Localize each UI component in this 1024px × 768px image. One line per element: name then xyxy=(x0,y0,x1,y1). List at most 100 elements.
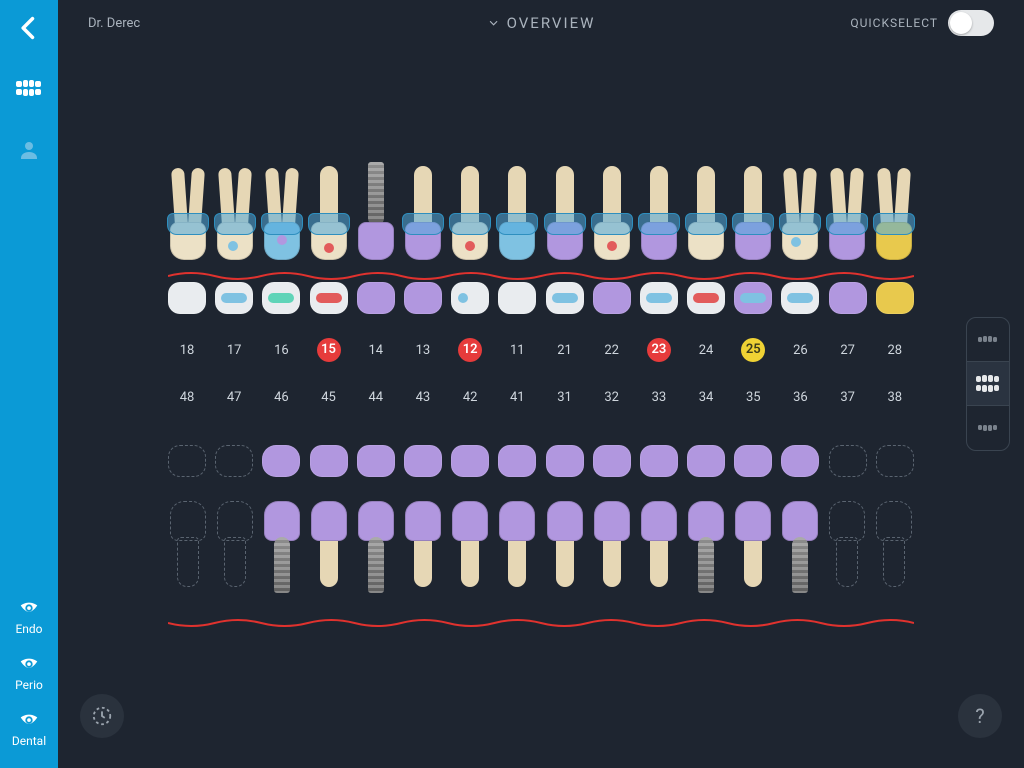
back-button[interactable] xyxy=(9,8,49,48)
tooth-21[interactable] xyxy=(545,166,585,260)
view-lower-icon[interactable] xyxy=(967,406,1009,450)
occlusal-18[interactable] xyxy=(168,282,206,314)
occlusal-45[interactable] xyxy=(310,445,348,477)
view-both-icon[interactable] xyxy=(967,362,1009,406)
tooth-15[interactable] xyxy=(309,166,349,260)
occlusal-38[interactable] xyxy=(876,445,914,477)
tooth-11[interactable] xyxy=(497,166,537,260)
tooth-31[interactable] xyxy=(545,501,585,587)
occlusal-36[interactable] xyxy=(781,445,819,477)
tooth-43[interactable] xyxy=(403,501,443,587)
occlusal-31[interactable] xyxy=(546,445,584,477)
tooth-16[interactable] xyxy=(262,166,302,260)
tooth-22[interactable] xyxy=(592,166,632,260)
tooth-number-27[interactable]: 27 xyxy=(829,343,867,358)
overview-dropdown[interactable]: OVERVIEW xyxy=(487,14,596,32)
patient-nav-icon[interactable] xyxy=(9,130,49,170)
occlusal-27[interactable] xyxy=(829,282,867,314)
tooth-number-43[interactable]: 43 xyxy=(404,390,442,405)
endo-tool[interactable]: Endo xyxy=(15,598,42,636)
tooth-18[interactable] xyxy=(168,166,208,260)
occlusal-11[interactable] xyxy=(498,282,536,314)
occlusal-12[interactable] xyxy=(451,282,489,314)
history-button[interactable] xyxy=(80,694,124,738)
tooth-number-31[interactable]: 31 xyxy=(546,390,584,405)
tooth-27[interactable] xyxy=(827,166,867,260)
view-upper-icon[interactable] xyxy=(967,318,1009,362)
tooth-14[interactable] xyxy=(356,162,396,260)
occlusal-16[interactable] xyxy=(262,282,300,314)
tooth-41[interactable] xyxy=(497,501,537,587)
tooth-number-26[interactable]: 26 xyxy=(781,343,819,358)
tooth-number-18[interactable]: 18 xyxy=(168,343,206,358)
tooth-number-41[interactable]: 41 xyxy=(498,390,536,405)
tooth-number-24[interactable]: 24 xyxy=(687,343,725,358)
occlusal-13[interactable] xyxy=(404,282,442,314)
tooth-37[interactable] xyxy=(827,501,867,587)
tooth-number-16[interactable]: 16 xyxy=(262,343,300,358)
occlusal-35[interactable] xyxy=(734,445,772,477)
tooth-number-34[interactable]: 34 xyxy=(687,390,725,405)
tooth-24[interactable] xyxy=(686,166,726,260)
quickselect-toggle[interactable] xyxy=(948,10,994,36)
tooth-number-21[interactable]: 21 xyxy=(546,343,584,358)
tooth-28[interactable] xyxy=(874,166,914,260)
tooth-12[interactable] xyxy=(450,166,490,260)
tooth-number-38[interactable]: 38 xyxy=(876,390,914,405)
occlusal-43[interactable] xyxy=(404,445,442,477)
tooth-number-44[interactable]: 44 xyxy=(357,390,395,405)
tooth-44[interactable] xyxy=(356,501,396,593)
tooth-number-17[interactable]: 17 xyxy=(215,343,253,358)
occlusal-48[interactable] xyxy=(168,445,206,477)
occlusal-32[interactable] xyxy=(593,445,631,477)
occlusal-25[interactable] xyxy=(734,282,772,314)
occlusal-28[interactable] xyxy=(876,282,914,314)
tooth-47[interactable] xyxy=(215,501,255,587)
tooth-23[interactable] xyxy=(639,166,679,260)
dental-tool[interactable]: Dental xyxy=(12,710,46,748)
occlusal-23[interactable] xyxy=(640,282,678,314)
occlusal-44[interactable] xyxy=(357,445,395,477)
tooth-32[interactable] xyxy=(592,501,632,587)
occlusal-47[interactable] xyxy=(215,445,253,477)
tooth-number-33[interactable]: 33 xyxy=(640,390,678,405)
occlusal-37[interactable] xyxy=(829,445,867,477)
occlusal-22[interactable] xyxy=(593,282,631,314)
tooth-number-42[interactable]: 42 xyxy=(451,390,489,405)
tooth-number-35[interactable]: 35 xyxy=(734,390,772,405)
tooth-17[interactable] xyxy=(215,166,255,260)
occlusal-21[interactable] xyxy=(546,282,584,314)
tooth-number-11[interactable]: 11 xyxy=(498,343,536,358)
help-button[interactable]: ? xyxy=(958,694,1002,738)
tooth-35[interactable] xyxy=(733,501,773,587)
tooth-13[interactable] xyxy=(403,166,443,260)
perio-tool[interactable]: Perio xyxy=(15,654,43,692)
tooth-number-46[interactable]: 46 xyxy=(262,390,300,405)
occlusal-14[interactable] xyxy=(357,282,395,314)
tooth-number-25[interactable]: 25 xyxy=(734,338,772,362)
tooth-number-13[interactable]: 13 xyxy=(404,343,442,358)
tooth-45[interactable] xyxy=(309,501,349,587)
tooth-number-47[interactable]: 47 xyxy=(215,390,253,405)
tooth-38[interactable] xyxy=(874,501,914,587)
tooth-33[interactable] xyxy=(639,501,679,587)
teeth-nav-icon[interactable] xyxy=(9,68,49,108)
tooth-number-23[interactable]: 23 xyxy=(640,338,678,362)
occlusal-34[interactable] xyxy=(687,445,725,477)
occlusal-15[interactable] xyxy=(310,282,348,314)
tooth-42[interactable] xyxy=(450,501,490,587)
tooth-46[interactable] xyxy=(262,501,302,593)
tooth-34[interactable] xyxy=(686,501,726,593)
occlusal-33[interactable] xyxy=(640,445,678,477)
occlusal-46[interactable] xyxy=(262,445,300,477)
tooth-25[interactable] xyxy=(733,166,773,260)
tooth-number-32[interactable]: 32 xyxy=(593,390,631,405)
occlusal-17[interactable] xyxy=(215,282,253,314)
tooth-number-28[interactable]: 28 xyxy=(876,343,914,358)
tooth-number-14[interactable]: 14 xyxy=(357,343,395,358)
tooth-number-36[interactable]: 36 xyxy=(781,390,819,405)
tooth-number-37[interactable]: 37 xyxy=(829,390,867,405)
tooth-number-15[interactable]: 15 xyxy=(310,338,348,362)
tooth-number-45[interactable]: 45 xyxy=(310,390,348,405)
tooth-number-48[interactable]: 48 xyxy=(168,390,206,405)
